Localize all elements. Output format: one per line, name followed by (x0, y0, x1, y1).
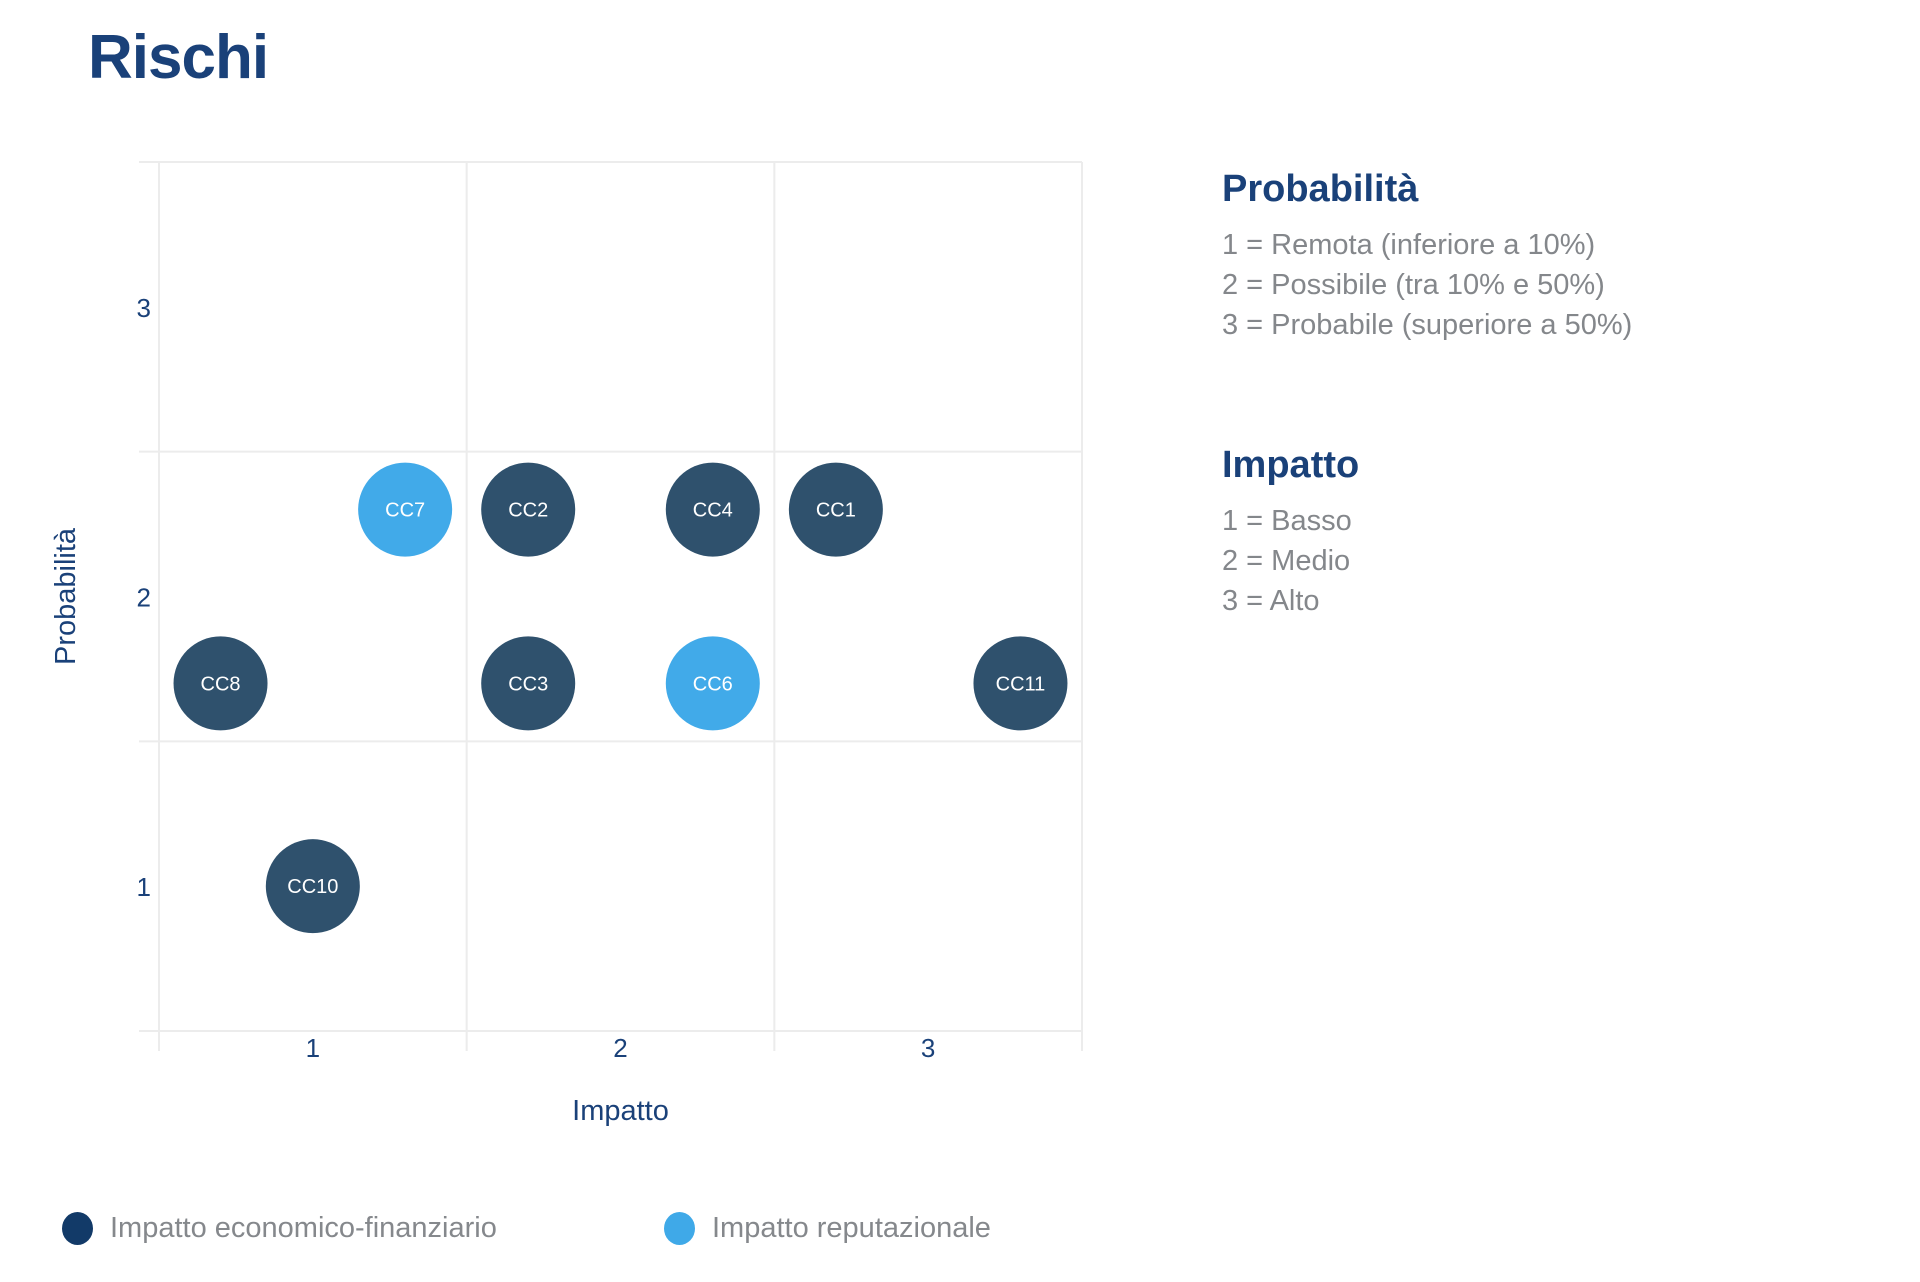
risk-matrix-chart: 1 2 3 1 2 3 Probabilità Impatto CC2 CC4 CC1 CC8 CC3 C… (50, 161, 1083, 1127)
impact-scale-line: 1 = Basso (1222, 505, 1352, 537)
y-tick-label: 3 (137, 293, 151, 323)
risk-bubble-label: CC11 (996, 673, 1046, 695)
risk-bubble-label: CC7 (385, 500, 425, 522)
y-axis-title: Probabilità (50, 527, 82, 665)
x-tick-label: 2 (613, 1033, 627, 1063)
risk-bubble-CC2[interactable] (481, 462, 576, 557)
risk-bubble-CC11[interactable] (973, 636, 1068, 731)
x-axis-title: Impatto (572, 1095, 669, 1127)
probability-scale-line: 3 = Probabile (superiore a 50%) (1222, 309, 1633, 341)
risk-bubble-label: CC4 (693, 500, 733, 522)
risk-bubble-CC8[interactable] (173, 636, 268, 731)
risk-bubble-CC10[interactable] (265, 839, 360, 934)
page-title: Rischi (88, 23, 269, 92)
risk-bubble-CC6[interactable] (665, 636, 760, 731)
y-tick-label: 2 (137, 583, 151, 613)
chart-legend: Impatto economico-finanziario Impatto re… (62, 1206, 1162, 1250)
risk-bubble-label: CC10 (287, 876, 338, 898)
impact-scale-line: 3 = Alto (1222, 585, 1320, 617)
probability-scale-section: Probabilità 1 = Remota (inferiore a 10%)… (1222, 168, 1632, 345)
impact-scale-heading: Impatto (1222, 444, 1360, 486)
x-tick-label: 1 (306, 1033, 320, 1063)
risk-bubble-CC7[interactable] (358, 462, 453, 557)
reputational-impact-dot-icon (664, 1211, 695, 1245)
risk-bubble-label: CC8 (201, 673, 241, 695)
legend-label-reputational: Impatto reputazionale (712, 1211, 991, 1244)
legend-item-reputational[interactable]: Impatto reputazionale (664, 1206, 991, 1250)
risk-bubble-label: CC3 (508, 673, 548, 695)
risk-bubble-CC1[interactable] (788, 462, 883, 557)
impact-scale-section: Impatto 1 = Basso 2 = Medio 3 = Alto (1222, 444, 1359, 621)
legend-item-economic[interactable]: Impatto economico-finanziario (62, 1206, 497, 1250)
economic-impact-dot-icon (62, 1211, 93, 1245)
probability-scale-line: 1 = Remota (inferiore a 10%) (1222, 229, 1596, 261)
y-tick-label: 1 (137, 872, 151, 902)
risk-matrix-plot: 1 2 3 1 2 3 Probabilità Impatto CC2 CC4 CC1 CC8 CC3 C… (50, 161, 1083, 1127)
probability-scale-line: 2 = Possibile (tra 10% e 50%) (1222, 269, 1605, 301)
risk-bubble-label: CC1 (816, 500, 856, 522)
legend-label-economic: Impatto economico-finanziario (110, 1211, 497, 1244)
x-tick-label: 3 (921, 1033, 935, 1063)
impact-scale-line: 2 = Medio (1222, 545, 1351, 577)
risk-bubble-CC4[interactable] (665, 462, 760, 557)
risk-bubble-label: CC6 (693, 673, 733, 695)
risk-bubble-CC3[interactable] (481, 636, 576, 731)
probability-scale-heading: Probabilità (1222, 168, 1419, 210)
risk-bubble-label: CC2 (508, 500, 548, 522)
